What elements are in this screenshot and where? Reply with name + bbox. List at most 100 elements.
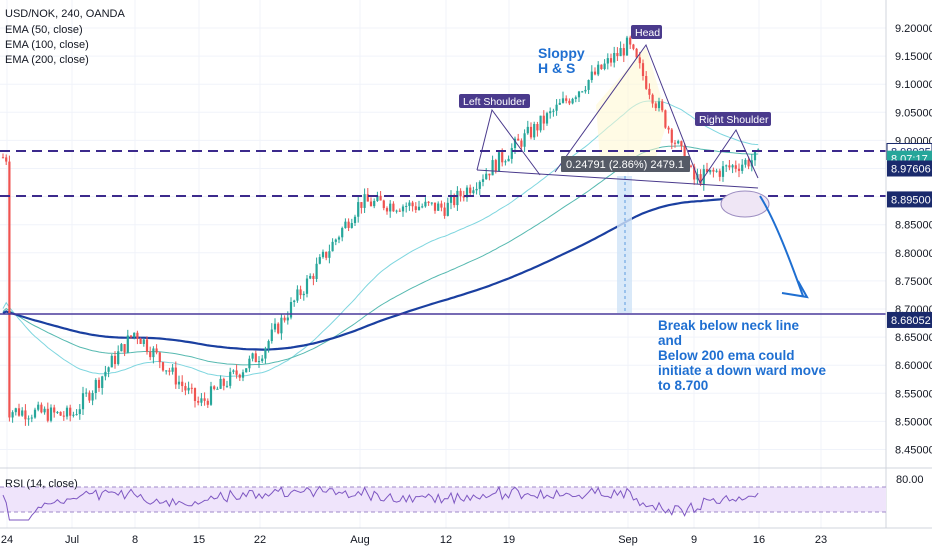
candle-body: [350, 223, 353, 228]
candle-body: [337, 237, 341, 240]
candle-body: [369, 201, 373, 207]
price-tick-label: 8.55000: [895, 388, 932, 400]
candle-body: [635, 48, 638, 58]
head-label: Head: [635, 27, 660, 39]
candle-body: [510, 148, 513, 159]
candle-body: [731, 165, 734, 168]
ema-100-line: [2, 145, 759, 366]
candle-body: [21, 410, 24, 416]
candlestick-series: [1, 35, 760, 426]
candle-body: [206, 400, 209, 405]
candle-body: [366, 194, 369, 202]
right-shoulder-label: Right Shoulder: [699, 114, 769, 126]
candle-body: [158, 352, 161, 363]
candle-body: [328, 251, 331, 258]
candle-body: [433, 202, 437, 211]
candle-body: [379, 195, 382, 201]
candle-body: [88, 392, 91, 401]
candle-body: [539, 115, 542, 131]
candle-body: [485, 173, 488, 180]
candle-body: [408, 202, 411, 206]
time-axis[interactable]: 24 Jul 8 15 22 Aug 12 19 Sep 9 16 23: [1, 534, 827, 546]
candle-body: [238, 374, 241, 378]
candle-body: [629, 37, 632, 45]
indicator-ema100[interactable]: EMA (100, close): [5, 39, 89, 51]
candle-body: [654, 103, 657, 109]
candle-body: [533, 124, 536, 138]
candle-body: [334, 239, 337, 242]
grid: [0, 0, 886, 528]
candle-body: [152, 348, 155, 358]
candle-body: [27, 418, 30, 420]
candle-body: [43, 408, 46, 413]
candle-body: [261, 358, 264, 362]
candle-body: [277, 323, 280, 334]
candle-body: [37, 404, 40, 410]
candle-body: [245, 368, 248, 373]
candle-body: [8, 161, 11, 418]
note-line-4: initiate a down ward move: [658, 363, 827, 378]
candle-body: [645, 75, 648, 89]
candle-body: [712, 169, 715, 172]
price-flag-bg: [887, 311, 932, 328]
candle-body: [1, 157, 5, 159]
indicator-ema50[interactable]: EMA (50, close): [5, 24, 83, 36]
candle-body: [520, 140, 523, 147]
price-axis[interactable]: 9.200009.150009.100009.050009.000008.950…: [895, 23, 932, 457]
candle-body: [737, 168, 741, 171]
rsi-line: [2, 485, 759, 521]
candle-body: [411, 202, 414, 207]
candle-body: [155, 348, 158, 353]
candle-body: [267, 341, 270, 349]
candle-body: [270, 329, 273, 342]
candle-body: [661, 101, 664, 111]
right-shoulder-bg: [695, 112, 771, 126]
down-arrow-icon: [781, 280, 809, 299]
candle-body: [59, 411, 62, 416]
candle-body: [641, 63, 645, 76]
price-tick-label: 8.60000: [895, 360, 932, 372]
candle-body: [305, 278, 309, 294]
candle-body: [187, 387, 190, 391]
candle-body: [728, 165, 731, 168]
candle-body: [590, 71, 593, 81]
price-tick-label: 9.05000: [895, 107, 932, 119]
candle-body: [699, 174, 702, 185]
candle-body: [373, 200, 376, 207]
candle-body: [385, 208, 389, 212]
candle-body: [424, 201, 427, 207]
candle-body: [280, 317, 283, 334]
price-flag-label: 8.89500: [891, 194, 931, 206]
price-tick-label: 8.80000: [895, 248, 932, 260]
time-tick-label: 8: [132, 534, 138, 546]
candle-body: [49, 407, 53, 421]
candle-body: [421, 206, 424, 208]
candle-body: [619, 48, 622, 57]
rsi-label[interactable]: RSI (14, close): [5, 478, 78, 490]
candle-body: [14, 408, 17, 413]
candle-body: [453, 195, 456, 206]
candle-body: [587, 80, 590, 90]
price-tick-label: 8.65000: [895, 332, 932, 344]
candle-body: [235, 370, 238, 375]
price-tick-label: 9.10000: [895, 79, 932, 91]
candle-body: [360, 202, 363, 208]
candle-body: [753, 151, 757, 161]
indicator-ema200[interactable]: EMA (200, close): [5, 54, 89, 66]
candle-body: [17, 408, 21, 416]
candle-body: [517, 138, 520, 141]
note-line-3: Below 200 ema could: [658, 348, 795, 363]
candle-body: [465, 187, 469, 198]
candle-body: [497, 152, 501, 172]
candle-body: [299, 289, 302, 296]
price-tick-label: 9.20000: [895, 23, 932, 35]
candle-body: [718, 170, 721, 177]
price-tick-label: 8.50000: [895, 416, 932, 428]
candle-body: [222, 378, 225, 386]
pattern-title-2: H & S: [538, 60, 575, 76]
candle-body: [414, 206, 417, 210]
price-tick-label: 8.85000: [895, 220, 932, 232]
candle-body: [549, 111, 552, 114]
candle-body: [344, 221, 347, 229]
